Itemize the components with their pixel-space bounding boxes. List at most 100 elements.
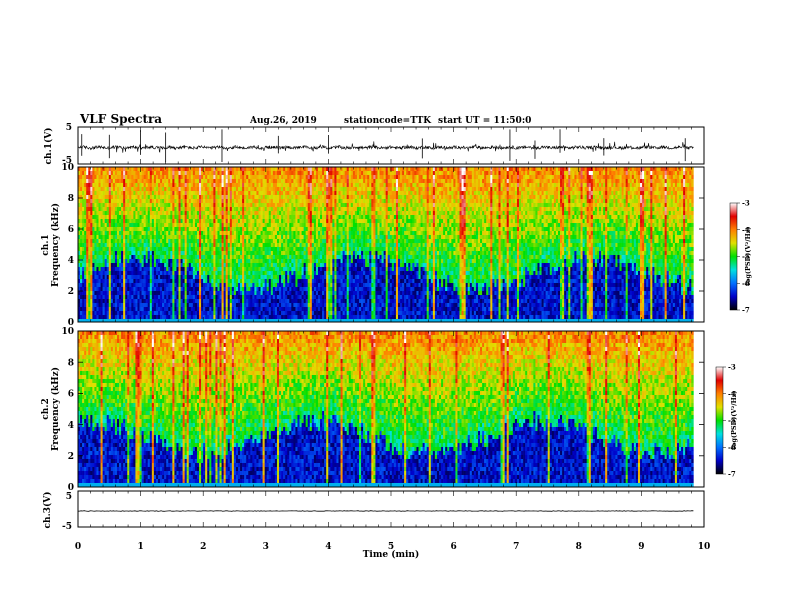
spec-cell (137, 267, 140, 271)
spec-cell (227, 271, 231, 275)
spec-cell (166, 251, 169, 255)
spec-cell (155, 271, 159, 275)
spec-cell (250, 319, 253, 322)
spec-cell (225, 215, 229, 219)
spec-cell (141, 271, 144, 275)
spec-cell (235, 195, 239, 199)
spec-cell (170, 263, 173, 267)
spec-cell (317, 243, 321, 247)
spec-cell (227, 235, 231, 239)
spec-cell (127, 267, 130, 271)
spec-cell (192, 199, 196, 203)
spec-cell (213, 235, 216, 239)
spec-cell (119, 223, 122, 227)
spec-cell (90, 183, 93, 187)
spec-cell (315, 319, 319, 322)
spec-cell (201, 251, 204, 255)
spec-cell (78, 215, 81, 219)
spec-cell (166, 275, 169, 279)
spec-cell (164, 199, 167, 203)
spec-cell (82, 167, 85, 171)
spec-cell (158, 167, 161, 171)
spec-cell (162, 263, 165, 267)
spec-cell (207, 183, 210, 187)
spec-cell (129, 235, 132, 239)
spec-cell (164, 211, 167, 215)
spec-cell (78, 199, 81, 203)
spec-cell (317, 295, 321, 299)
spec-cell (133, 319, 136, 322)
spec-cell (133, 203, 136, 207)
spec-cell (324, 291, 327, 295)
spec-cell (153, 211, 157, 215)
spec-cell (168, 263, 171, 267)
spec-cell (276, 295, 280, 299)
spec-cell (330, 319, 333, 322)
spec-cell (94, 227, 97, 231)
spec-cell (84, 259, 87, 263)
spec-cell (78, 295, 81, 299)
spec-cell (295, 171, 298, 175)
spec-cell (110, 287, 114, 291)
spec-cell (299, 199, 302, 203)
spec-cell (311, 255, 315, 259)
spec-cell (221, 187, 224, 191)
spec-cell (108, 227, 112, 231)
spec-cell (184, 243, 188, 247)
spec-cell (219, 287, 222, 291)
spec-cell (90, 235, 93, 239)
spec-cell (96, 219, 99, 223)
spec-cell (324, 167, 327, 171)
spec-cell (262, 227, 265, 231)
spec-cell (227, 231, 231, 235)
spec-cell (225, 199, 229, 203)
spec-cell (188, 271, 192, 275)
ch1-waveform-frame (77, 126, 705, 165)
spec-cell (153, 167, 157, 171)
spec-cell (233, 171, 237, 175)
spec-cell (254, 223, 257, 227)
spec-cell (328, 259, 331, 263)
spec-cell (147, 283, 151, 287)
spec-cell (100, 223, 103, 227)
spec-cell (90, 303, 93, 307)
spec-cell (108, 287, 112, 291)
spec-cell (328, 271, 331, 275)
spec-cell (143, 251, 146, 255)
spec-cell (254, 179, 257, 183)
spec-cell (303, 291, 306, 295)
spec-cell (219, 231, 222, 235)
spec-cell (158, 255, 161, 259)
spec-cell (244, 263, 247, 267)
spec-cell (125, 319, 128, 322)
spec-cell (229, 303, 233, 307)
spec-cell (317, 291, 321, 295)
spec-cell (242, 215, 245, 219)
spec-cell (188, 191, 192, 195)
spec-cell (149, 283, 153, 287)
spec-cell (270, 183, 274, 187)
spec-cell (192, 187, 196, 191)
spec-cell (160, 299, 163, 303)
spec-cell (309, 295, 313, 299)
spec-cell (237, 243, 241, 247)
spec-cell (266, 239, 270, 243)
spec-cell (231, 259, 235, 263)
spec-cell (98, 211, 101, 215)
spec-cell (309, 195, 313, 199)
spec-cell (219, 215, 222, 219)
spec-cell (311, 267, 315, 271)
spec-cell (270, 267, 274, 271)
spec-cell (96, 247, 99, 251)
spec-cell (237, 295, 241, 299)
spec-cell (96, 251, 99, 255)
spec-cell (106, 255, 110, 259)
spec-cell (301, 267, 304, 271)
spec-cell (270, 275, 274, 279)
spec-cell (332, 167, 335, 171)
spec-cell (270, 303, 274, 307)
spec-cell (229, 251, 233, 255)
spec-cell (266, 255, 270, 259)
spec-cell (242, 315, 245, 319)
spec-cell (328, 231, 331, 235)
